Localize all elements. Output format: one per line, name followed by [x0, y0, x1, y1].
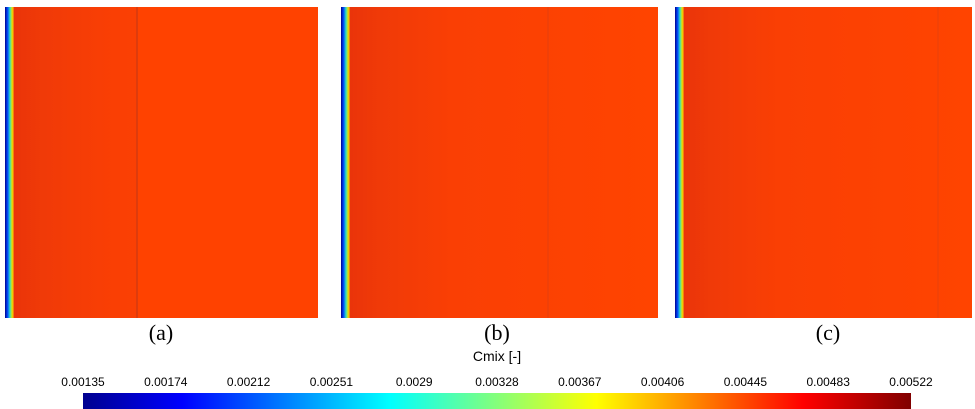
colorbar-tick-label: 0.00328 — [475, 375, 519, 389]
colorbar — [83, 393, 911, 409]
colorbar-tick-label: 0.00212 — [227, 375, 271, 389]
colorbar-tick-label: 0.00483 — [807, 375, 851, 389]
colorbar-tick-label: 0.00522 — [889, 375, 933, 389]
panel-a — [5, 7, 318, 318]
panel-c — [675, 7, 972, 318]
colorbar-title: Cmix [-] — [473, 348, 521, 364]
colorbar-tick-label: 0.00135 — [61, 375, 105, 389]
panel-label: (a) — [149, 320, 173, 345]
colorbar-tick-label: 0.00406 — [641, 375, 685, 389]
panel-label: (c) — [816, 320, 840, 345]
colorbar-ticks: 0.00135 0.00174 0.00212 0.00251 0.0029 0.0032… — [61, 375, 933, 389]
colorbar-tick-label: 0.00174 — [144, 375, 188, 389]
colorbar-tick-label: 0.00251 — [310, 375, 354, 389]
colorbar-tick-label: 0.00367 — [558, 375, 602, 389]
panel-label: (b) — [484, 320, 510, 345]
colorbar-tick-label: 0.0029 — [396, 375, 433, 389]
colorbar-tick-label: 0.00445 — [724, 375, 768, 389]
panel-b — [341, 7, 658, 318]
